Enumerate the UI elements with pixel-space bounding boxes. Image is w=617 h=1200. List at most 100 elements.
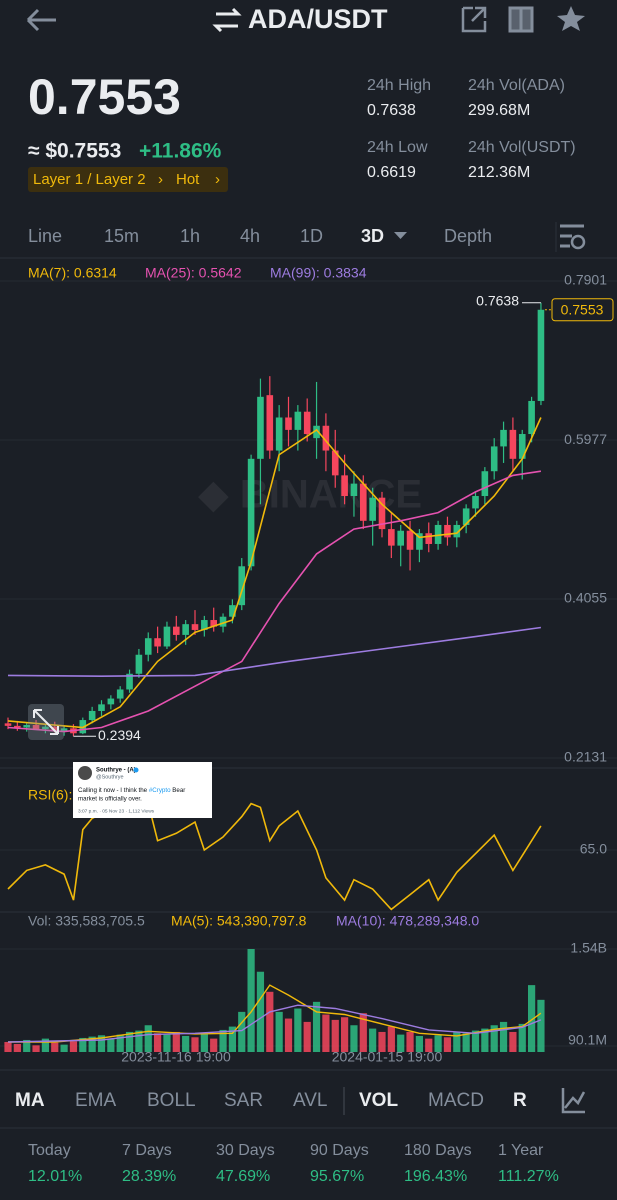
low-label: 0.2394 bbox=[98, 727, 141, 743]
indicator-tab-active[interactable]: VOL bbox=[359, 1090, 398, 1111]
y-tick-label: 0.4055 bbox=[564, 590, 607, 606]
volume-bar bbox=[369, 1028, 377, 1052]
indicator-settings[interactable] bbox=[561, 1088, 586, 1114]
interval-tab[interactable]: Line bbox=[28, 226, 62, 246]
indicator-tab[interactable]: AVL bbox=[293, 1090, 328, 1111]
candle-body bbox=[219, 616, 227, 627]
last-price-box bbox=[551, 298, 614, 322]
volume-bar bbox=[97, 1035, 106, 1052]
interval-tab[interactable]: 4h bbox=[240, 226, 260, 246]
interval-tab[interactable]: 1D bbox=[300, 226, 323, 246]
back-button[interactable] bbox=[26, 8, 56, 32]
y-tick-label: 0.5977 bbox=[564, 431, 607, 447]
stat-value: 0.6619 bbox=[367, 164, 416, 181]
volume-bar bbox=[284, 1018, 293, 1052]
candle-body bbox=[135, 654, 143, 674]
volume-bar bbox=[425, 1038, 433, 1052]
candle-body bbox=[500, 429, 507, 447]
volume-bar bbox=[499, 1021, 508, 1052]
volume-legend: MA(5): 543,390,797.8 bbox=[171, 913, 307, 929]
stat-label: 24h Vol(ADA) bbox=[468, 77, 565, 94]
candle-body bbox=[201, 620, 208, 630]
chevron: › bbox=[215, 171, 220, 188]
swap-icon[interactable] bbox=[212, 7, 242, 33]
candle-body bbox=[378, 497, 386, 530]
tag[interactable]: Layer 1 / Layer 2 bbox=[33, 171, 146, 188]
indicator-tab[interactable]: BOLL bbox=[147, 1090, 196, 1111]
volume-bar bbox=[191, 1037, 199, 1052]
volume-bar bbox=[359, 1013, 367, 1052]
tweet-handle: @Southrye bbox=[96, 774, 124, 780]
tab-fade bbox=[530, 1075, 617, 1127]
stat-label: 24h High bbox=[367, 77, 431, 94]
share-button[interactable] bbox=[461, 6, 487, 33]
candle-body bbox=[182, 624, 189, 635]
interval-tab-active[interactable]: 3D bbox=[361, 226, 384, 246]
high-label: 0.7638 bbox=[476, 292, 519, 308]
volume-bar bbox=[341, 1017, 349, 1052]
expand-icon bbox=[33, 709, 59, 735]
interval-tab[interactable]: 1h bbox=[180, 226, 200, 246]
candle-body bbox=[285, 417, 292, 430]
indicator-tab[interactable]: R bbox=[513, 1090, 527, 1111]
volume-bar bbox=[219, 1029, 227, 1052]
stat-value: 212.36M bbox=[468, 164, 530, 181]
candle-body bbox=[369, 497, 376, 521]
interval-tab[interactable]: 15m bbox=[104, 226, 139, 246]
candle-body bbox=[275, 417, 283, 451]
indicator-tab-active[interactable]: MA bbox=[15, 1090, 45, 1111]
stat-value: 299.68M bbox=[468, 102, 530, 119]
interval-tab[interactable]: Depth bbox=[444, 226, 492, 246]
candle-body bbox=[331, 450, 339, 476]
stat-value: 0.7638 bbox=[367, 102, 416, 119]
candle-body bbox=[528, 400, 535, 435]
volume-bar bbox=[303, 1021, 311, 1052]
performance-value: 12.01% bbox=[28, 1168, 82, 1185]
performance-label: 90 Days bbox=[310, 1142, 369, 1159]
candle-body bbox=[60, 728, 68, 731]
y-tick-label: 65.0 bbox=[580, 841, 607, 857]
volume-bar bbox=[312, 1001, 321, 1052]
candle-body bbox=[173, 626, 180, 635]
info-button[interactable] bbox=[508, 6, 534, 33]
volume-bar bbox=[331, 1019, 339, 1052]
x-axis-label: 2024-01-15 19:00 bbox=[332, 1049, 443, 1065]
settings-button[interactable] bbox=[560, 224, 584, 248]
ma-line bbox=[7, 470, 542, 733]
volume-bar bbox=[453, 1031, 461, 1052]
performance-label: 7 Days bbox=[122, 1142, 172, 1159]
tweet-text-part: Calling it now - I think the bbox=[78, 787, 149, 794]
volume-bar bbox=[51, 1042, 59, 1052]
volume-bar bbox=[518, 1023, 526, 1052]
volume-bar bbox=[275, 1011, 283, 1052]
tweet-hashtag: #Crypto bbox=[149, 787, 171, 794]
dropdown-arrow bbox=[394, 232, 407, 239]
volume-bar bbox=[107, 1038, 115, 1052]
volume-bar bbox=[144, 1025, 152, 1052]
verified-badge bbox=[133, 767, 139, 773]
candle-body bbox=[98, 704, 105, 711]
favorite-button[interactable] bbox=[557, 6, 585, 31]
candle-body bbox=[518, 434, 526, 459]
performance-row: Today 12.01% 7 Days 28.39% 30 Days 47.69% 90 D… bbox=[28, 1142, 559, 1185]
volume-bar bbox=[294, 1008, 302, 1052]
ma-line bbox=[7, 417, 542, 729]
volume-bar bbox=[69, 1041, 78, 1052]
last-price: 0.7553 bbox=[28, 69, 181, 125]
volume-bar bbox=[266, 991, 274, 1052]
candle-body bbox=[313, 425, 320, 439]
indicator-tab[interactable]: SAR bbox=[224, 1090, 263, 1111]
usd-price: ≈ $0.7553 bbox=[28, 140, 121, 163]
candle-body bbox=[229, 605, 236, 617]
candle-body bbox=[4, 723, 12, 726]
volume-bar bbox=[537, 999, 545, 1052]
indicator-tab[interactable]: MACD bbox=[428, 1090, 484, 1111]
tag[interactable]: Hot bbox=[176, 171, 200, 188]
y-tick-label: 1.54B bbox=[570, 940, 607, 956]
candle-body bbox=[144, 638, 152, 655]
indicator-tab[interactable]: EMA bbox=[75, 1090, 117, 1111]
candle-body bbox=[266, 395, 274, 451]
candle-body bbox=[397, 530, 404, 546]
volume-bar bbox=[462, 1033, 470, 1052]
